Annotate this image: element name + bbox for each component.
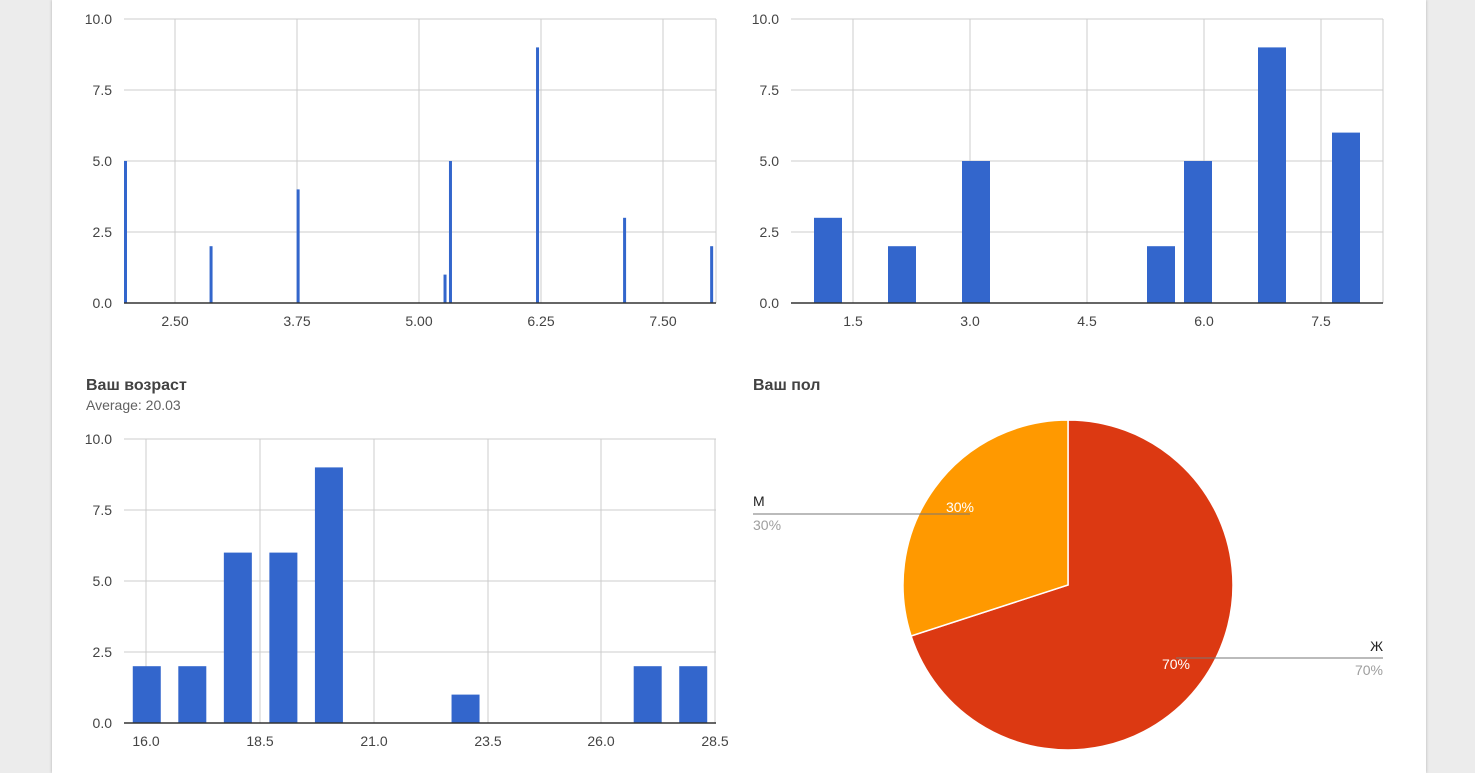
age-ytick-label: 10.0 — [85, 431, 112, 447]
top_right-xtick-label: 6.0 — [1194, 313, 1214, 329]
top_right-xtick-label: 1.5 — [843, 313, 863, 329]
age-bar — [633, 666, 662, 723]
age-bar — [223, 552, 252, 723]
age-xtick-label: 23.5 — [474, 733, 501, 749]
age-xtick-label: 26.0 — [587, 733, 614, 749]
top_right-bar — [1258, 47, 1286, 304]
age-chart: 0.0 2.5 5.0 7.5 10.0 16.0 18.5 21.0 23.5 26.0 28.5 — [85, 431, 729, 749]
top_left-bar — [124, 161, 127, 303]
top_left-ytick-label: 0.0 — [93, 295, 113, 311]
age-bar — [178, 666, 207, 723]
top_left-xtick-label: 5.00 — [405, 313, 432, 329]
top_right-xtick-label: 3.0 — [960, 313, 980, 329]
pie-slice-percent-m: 30% — [946, 499, 974, 515]
age-xtick-label: 16.0 — [132, 733, 159, 749]
pie-legend-label-f: Ж — [1370, 638, 1383, 654]
age-xtick-label: 21.0 — [360, 733, 387, 749]
top_left-ytick-label: 10.0 — [85, 11, 112, 27]
top_right-xtick-label: 4.5 — [1077, 313, 1097, 329]
age-chart-title: Ваш возраст — [86, 377, 187, 394]
age-chart-subtitle: Average: 20.03 — [86, 397, 181, 413]
pie-legend-percent-f: 70% — [1355, 662, 1383, 678]
age-bar — [679, 666, 708, 723]
top_right-bar — [888, 246, 916, 303]
age-bar — [132, 666, 161, 723]
top_right-bar — [1147, 246, 1175, 303]
pie-slice-m — [902, 419, 1069, 637]
age-bar — [314, 467, 343, 723]
age-ytick-label: 0.0 — [93, 715, 113, 731]
age-ytick-label: 5.0 — [93, 573, 113, 589]
age-bar — [451, 694, 480, 723]
top_left-bar — [448, 161, 452, 303]
gender-pie-chart: 70% Ж 70% 30% М 30% — [753, 419, 1383, 751]
age-xtick-label: 28.5 — [701, 733, 728, 749]
top_left-bar — [710, 246, 714, 303]
age-bar — [269, 552, 298, 723]
pie-legend-percent-m: 30% — [753, 517, 781, 533]
top_left-xtick-label: 2.50 — [161, 313, 188, 329]
top_right-bar — [1184, 161, 1212, 303]
top_left-chart: 0.0 2.5 5.0 7.5 10.0 2.50 3.75 5.00 6.25 7.50 — [85, 11, 717, 329]
top_left-bar — [443, 274, 447, 303]
top_right-ytick-label: 0.0 — [760, 295, 780, 311]
age-xtick-label: 18.5 — [246, 733, 273, 749]
top_left-xtick-label: 3.75 — [283, 313, 310, 329]
top_left-ytick-label: 7.5 — [93, 82, 113, 98]
gender-chart-title: Ваш пол — [753, 377, 821, 394]
age-ytick-label: 7.5 — [93, 502, 113, 518]
top_right-bar — [1332, 132, 1360, 303]
pie-legend-label-m: М — [753, 493, 765, 509]
top_right-ytick-label: 5.0 — [760, 153, 780, 169]
top_left-ytick-label: 5.0 — [93, 153, 113, 169]
top_left-bar — [623, 217, 627, 303]
top_right-bar — [962, 161, 990, 303]
top_right-xtick-label: 7.5 — [1311, 313, 1331, 329]
top_left-bar — [536, 47, 540, 304]
top_left-bar — [296, 189, 300, 303]
top_left-ytick-label: 2.5 — [93, 224, 113, 240]
pie-slice-f — [910, 419, 1234, 751]
top_right-ytick-label: 10.0 — [752, 11, 779, 27]
top_left-xtick-label: 7.50 — [649, 313, 676, 329]
pie-slice-percent-f: 70% — [1162, 656, 1190, 672]
top_right-bar — [814, 217, 842, 303]
top_left-xtick-label: 6.25 — [527, 313, 554, 329]
top_right-ytick-label: 7.5 — [760, 82, 780, 98]
age-ytick-label: 2.5 — [93, 644, 113, 660]
top_right-chart: 0.0 2.5 5.0 7.5 10.0 1.5 3.0 4.5 6.0 7.5 — [752, 11, 1384, 329]
top_left-bar — [209, 246, 213, 303]
top_right-ytick-label: 2.5 — [760, 224, 780, 240]
